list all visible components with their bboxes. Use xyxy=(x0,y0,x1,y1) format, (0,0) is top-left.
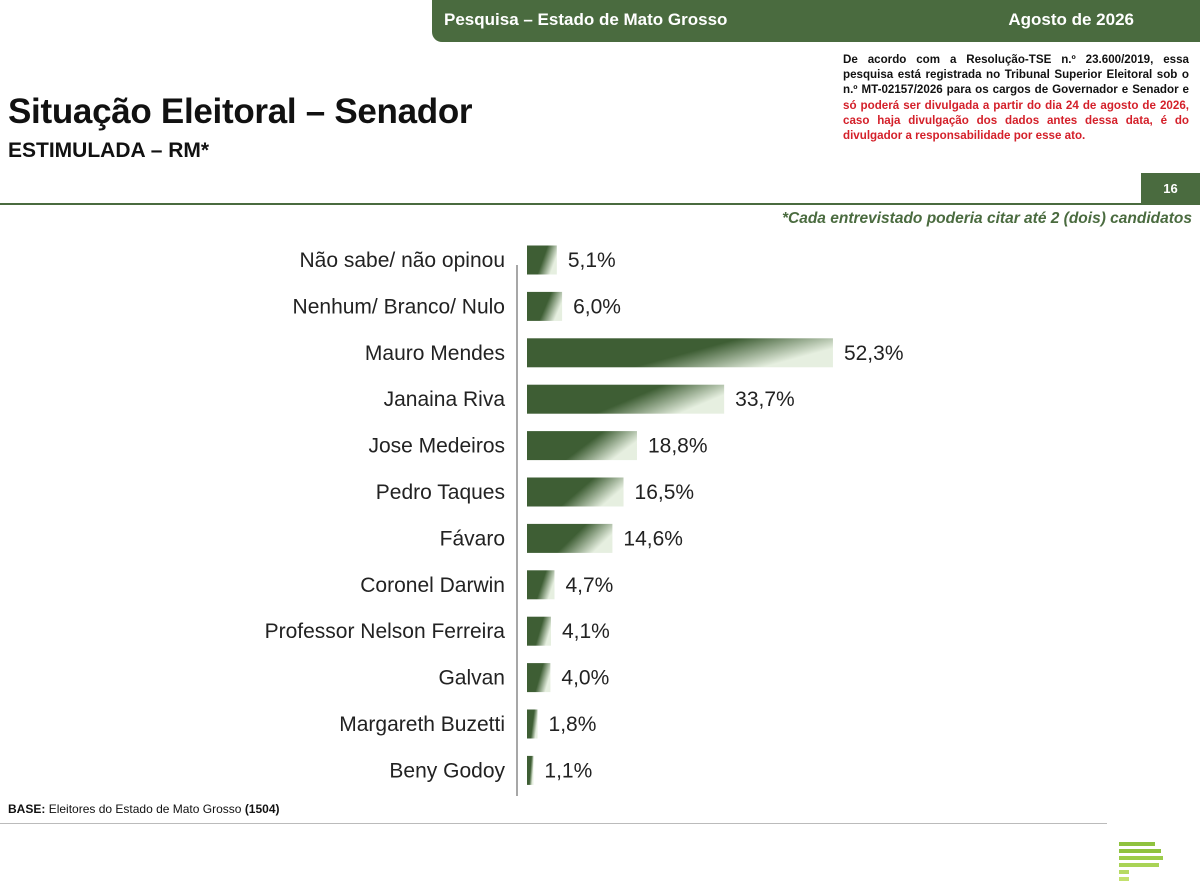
category-label: Não sabe/ não opinou xyxy=(300,249,506,272)
value-label: 52,3% xyxy=(844,342,904,365)
category-label: Jose Medeiros xyxy=(368,435,505,458)
bar xyxy=(527,291,563,321)
legal-notice: De acordo com a Resolução-TSE n.º 23.600… xyxy=(843,52,1189,143)
bar xyxy=(527,245,557,275)
bar xyxy=(527,477,624,507)
survey-date: Agosto de 2026 xyxy=(1008,10,1134,29)
header-divider xyxy=(0,203,1200,205)
bar xyxy=(527,431,637,461)
page-number-badge: 16 xyxy=(1141,173,1200,203)
page-subtitle: ESTIMULADA – RM* xyxy=(8,139,210,162)
value-label: 5,1% xyxy=(568,249,616,272)
bar xyxy=(527,616,551,646)
bar xyxy=(527,570,555,600)
bars-layer: Não sabe/ não opinou 5,1% Nenhum/ Branco/ … xyxy=(265,245,904,785)
value-label: 33,7% xyxy=(735,388,795,411)
value-label: 14,6% xyxy=(623,527,683,550)
category-label: Beny Godoy xyxy=(389,759,505,782)
category-label: Coronel Darwin xyxy=(360,574,505,597)
legal-notice-highlight: só poderá ser divulgada a partir do dia … xyxy=(843,98,1189,143)
category-label: Janaina Riva xyxy=(384,388,506,411)
value-label: 4,1% xyxy=(562,620,610,643)
base-count: (1504) xyxy=(244,802,280,816)
header-bar: Pesquisa – Estado de Mato Grosso Agosto … xyxy=(432,0,1200,42)
bar-chart: Não sabe/ não opinou 5,1% Nenhum/ Branco/ … xyxy=(265,245,904,796)
footer-divider xyxy=(0,823,1107,824)
value-label: 4,7% xyxy=(565,574,613,597)
value-label: 18,8% xyxy=(648,435,708,458)
base-text: Eleitores do Estado de Mato Grosso xyxy=(48,802,242,816)
survey-title: Pesquisa – Estado de Mato Grosso xyxy=(444,10,728,29)
page-title: Situação Eleitoral – Senador xyxy=(8,92,473,131)
value-label: 4,0% xyxy=(561,667,609,690)
category-label: Mauro Mendes xyxy=(365,342,505,365)
legal-notice-text: De acordo com a Resolução-TSE n.º 23.600… xyxy=(843,53,1189,97)
category-label: Margareth Buzetti xyxy=(339,713,505,736)
bar xyxy=(527,523,613,553)
base-label: BASE: xyxy=(8,802,46,816)
value-label: 6,0% xyxy=(573,295,621,318)
category-label: Nenhum/ Branco/ Nulo xyxy=(293,295,505,318)
bar xyxy=(527,663,551,693)
bar xyxy=(527,338,833,368)
bar xyxy=(527,755,534,785)
base-note: BASE: Eleitores do Estado de Mato Grosso… xyxy=(8,802,280,816)
category-label: Galvan xyxy=(438,667,505,690)
category-label: Fávaro xyxy=(440,527,505,550)
category-label: Professor Nelson Ferreira xyxy=(265,620,506,643)
value-label: 1,8% xyxy=(549,713,597,736)
value-label: 1,1% xyxy=(544,759,592,782)
chart-footnote: *Cada entrevistado poderia citar até 2 (… xyxy=(781,210,1192,227)
value-label: 16,5% xyxy=(635,481,695,504)
company-logo-icon xyxy=(1119,842,1163,881)
bar xyxy=(527,709,538,739)
bar xyxy=(527,384,725,414)
category-label: Pedro Taques xyxy=(376,481,505,504)
